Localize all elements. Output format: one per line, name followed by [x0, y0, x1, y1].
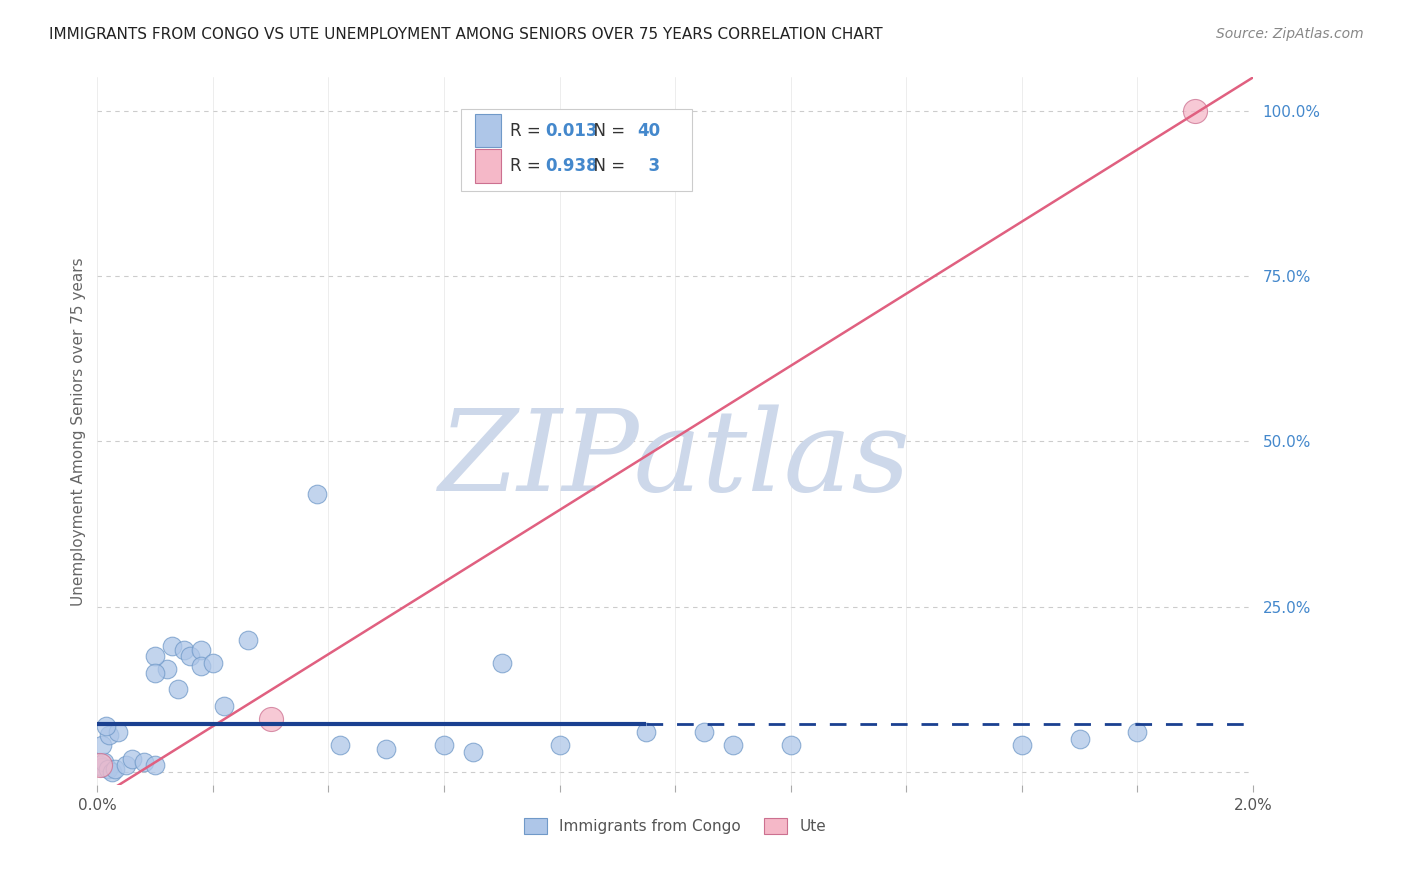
- Point: [201, 656, 224, 670]
- Point: [548, 739, 571, 753]
- Point: [107, 725, 129, 739]
- Point: [1069, 731, 1091, 746]
- Text: 40: 40: [637, 121, 661, 139]
- Point: [121, 751, 143, 765]
- Text: ZIPatlas: ZIPatlas: [439, 404, 911, 515]
- Point: [93, 755, 115, 769]
- Point: [162, 639, 184, 653]
- Point: [115, 758, 138, 772]
- Point: [236, 632, 259, 647]
- Bar: [475, 113, 501, 147]
- Text: Source: ZipAtlas.com: Source: ZipAtlas.com: [1216, 27, 1364, 41]
- Text: 3: 3: [637, 157, 661, 175]
- Point: [375, 741, 398, 756]
- Point: [1011, 739, 1033, 753]
- Point: [132, 755, 155, 769]
- Point: [156, 662, 179, 676]
- Bar: [475, 149, 501, 183]
- Point: [305, 487, 328, 501]
- Point: [329, 739, 352, 753]
- Point: [433, 739, 456, 753]
- Point: [104, 762, 127, 776]
- Point: [89, 758, 111, 772]
- Point: [1184, 103, 1206, 118]
- Text: R =: R =: [510, 157, 546, 175]
- Point: [779, 739, 801, 753]
- Point: [143, 758, 166, 772]
- Point: [190, 659, 212, 673]
- Point: [143, 665, 166, 680]
- Point: [101, 764, 124, 779]
- FancyBboxPatch shape: [461, 110, 693, 191]
- Point: [97, 729, 120, 743]
- Point: [143, 649, 166, 664]
- Point: [721, 739, 744, 753]
- Point: [97, 762, 120, 776]
- Point: [693, 725, 716, 739]
- Point: [91, 759, 114, 773]
- Text: N =: N =: [582, 121, 630, 139]
- Point: [179, 649, 201, 664]
- Text: 0.013: 0.013: [546, 121, 598, 139]
- Point: [214, 698, 236, 713]
- Point: [461, 745, 484, 759]
- Point: [491, 656, 513, 670]
- Legend: Immigrants from Congo, Ute: Immigrants from Congo, Ute: [524, 818, 825, 834]
- Point: [636, 725, 658, 739]
- Point: [260, 712, 283, 726]
- Y-axis label: Unemployment Among Seniors over 75 years: Unemployment Among Seniors over 75 years: [72, 257, 86, 606]
- Point: [94, 718, 117, 732]
- Text: 0.938: 0.938: [546, 157, 599, 175]
- Point: [89, 758, 111, 772]
- Point: [167, 682, 190, 697]
- Text: R =: R =: [510, 121, 546, 139]
- Point: [173, 642, 195, 657]
- Point: [1126, 725, 1149, 739]
- Text: IMMIGRANTS FROM CONGO VS UTE UNEMPLOYMENT AMONG SENIORS OVER 75 YEARS CORRELATIO: IMMIGRANTS FROM CONGO VS UTE UNEMPLOYMEN…: [49, 27, 883, 42]
- Point: [91, 739, 114, 753]
- Point: [190, 642, 212, 657]
- Text: N =: N =: [582, 157, 630, 175]
